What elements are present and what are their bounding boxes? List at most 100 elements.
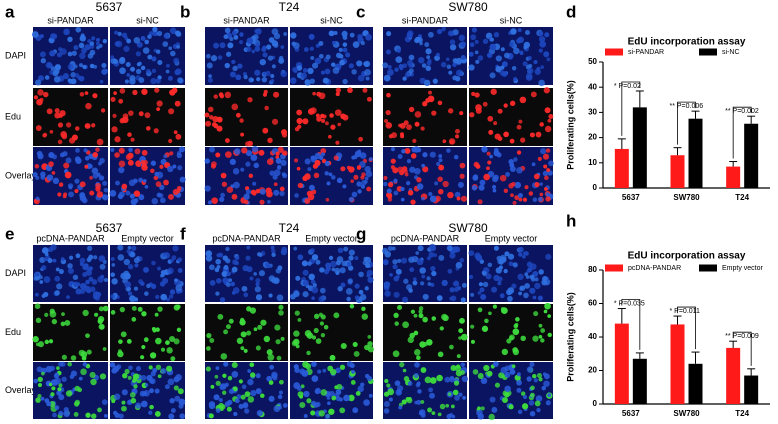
cell <box>501 348 509 356</box>
cell <box>459 317 465 324</box>
cell <box>231 30 237 36</box>
cell <box>79 194 87 202</box>
cell <box>402 76 407 81</box>
cell <box>361 313 369 320</box>
cell <box>234 148 241 155</box>
cell <box>394 380 401 387</box>
cell <box>538 334 543 339</box>
cell <box>67 36 73 42</box>
cell <box>348 394 355 402</box>
cell <box>245 161 251 167</box>
cell <box>412 280 418 286</box>
cell <box>118 339 123 344</box>
cell <box>537 295 543 301</box>
cell <box>480 406 485 411</box>
cell <box>65 390 73 397</box>
cell <box>51 33 58 40</box>
cell <box>205 250 213 257</box>
cell <box>346 296 351 302</box>
cell <box>140 400 148 408</box>
cell <box>360 175 365 180</box>
cell <box>351 69 357 75</box>
cell <box>462 395 467 400</box>
cell <box>414 362 420 368</box>
cell <box>402 321 409 329</box>
cell <box>118 413 124 419</box>
cell <box>520 391 526 396</box>
cell <box>278 57 285 64</box>
cell <box>539 40 547 48</box>
cell <box>545 192 550 197</box>
cell <box>167 267 174 275</box>
cell <box>320 389 328 396</box>
cell <box>267 137 273 144</box>
cell <box>383 175 388 181</box>
cell <box>332 67 340 74</box>
cell <box>276 355 282 361</box>
cell <box>518 246 524 253</box>
cell <box>54 372 59 377</box>
cell <box>396 389 402 395</box>
cell <box>410 153 417 159</box>
cell <box>36 98 43 106</box>
cell <box>427 282 432 286</box>
cell <box>413 373 419 379</box>
cell <box>495 66 502 73</box>
cell <box>406 397 413 404</box>
cell <box>530 385 535 391</box>
cell <box>113 91 117 96</box>
cell <box>110 257 115 261</box>
cell <box>176 327 182 332</box>
cell <box>140 374 147 381</box>
cell <box>218 92 224 98</box>
cell <box>310 248 315 253</box>
cell <box>455 134 460 139</box>
cell <box>219 42 226 49</box>
cell <box>458 34 466 42</box>
column-label: pcDNA-PANDAR <box>391 233 460 243</box>
cell <box>177 268 183 273</box>
cell <box>273 42 279 48</box>
cell <box>542 170 549 177</box>
cell <box>517 273 524 281</box>
micrograph <box>290 27 373 86</box>
cell <box>387 181 394 188</box>
cell <box>224 401 231 407</box>
cell <box>294 367 300 373</box>
cell <box>41 247 49 254</box>
cell <box>524 30 531 36</box>
cell <box>401 399 407 405</box>
cell <box>130 198 138 206</box>
cell <box>54 112 61 119</box>
cell <box>155 337 162 345</box>
cell <box>241 285 248 292</box>
cell <box>215 258 221 265</box>
cell <box>65 122 72 128</box>
cell <box>272 375 278 381</box>
cell <box>533 173 540 180</box>
cell <box>544 107 551 114</box>
cell <box>37 341 45 348</box>
cell <box>229 37 234 42</box>
cell <box>91 279 98 285</box>
bar <box>744 123 759 188</box>
cell <box>439 403 446 410</box>
cell <box>127 159 134 166</box>
cell <box>325 121 329 126</box>
cell <box>115 40 123 48</box>
cell <box>151 260 156 266</box>
cell <box>401 149 406 154</box>
cell <box>268 275 276 282</box>
cell <box>398 63 404 70</box>
cell <box>132 378 137 383</box>
cell <box>497 136 503 142</box>
cell <box>168 46 173 51</box>
cell <box>125 190 131 196</box>
cell <box>342 78 348 85</box>
p-value-annotation: * P=0.035 <box>614 300 645 307</box>
cell <box>86 288 91 294</box>
micrograph <box>110 244 185 303</box>
micrograph <box>205 27 288 85</box>
cell <box>500 366 508 374</box>
cell <box>335 52 342 59</box>
